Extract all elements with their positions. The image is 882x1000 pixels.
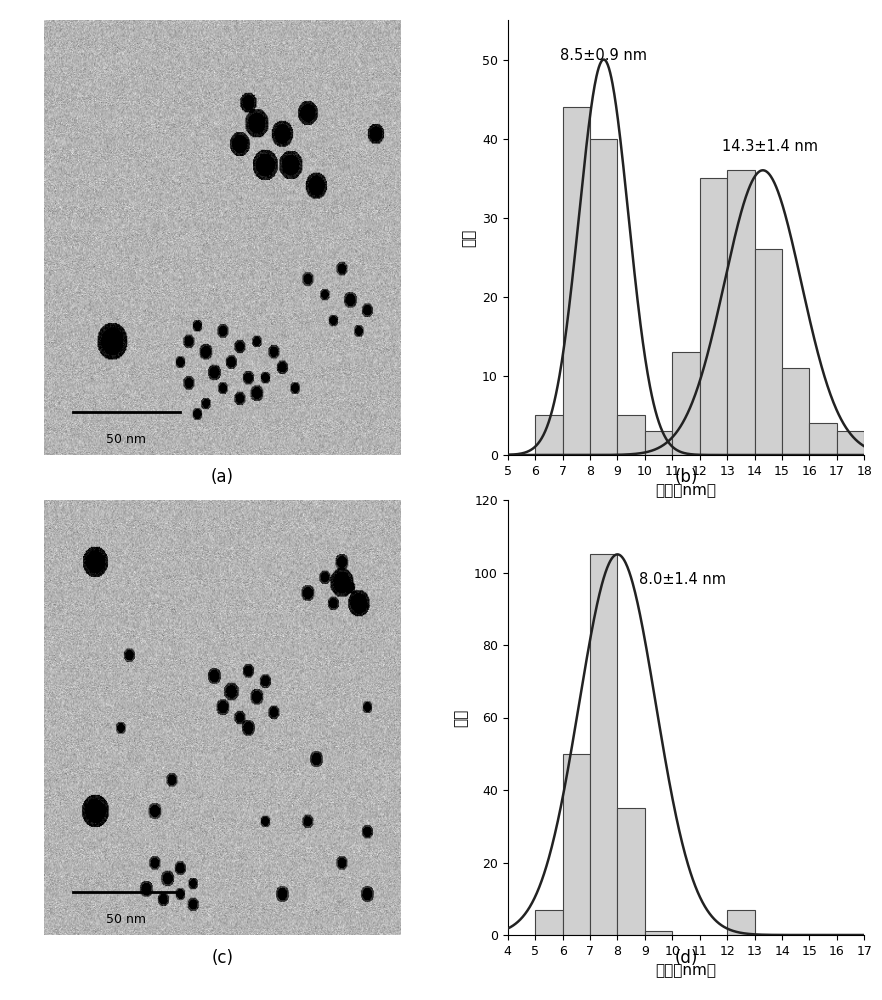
Bar (590, 139, 617, 455)
Y-axis label: 个数: 个数 (461, 228, 476, 247)
Bar (699, 178, 727, 455)
Bar (563, 754, 590, 935)
Y-axis label: 个数: 个数 (453, 708, 468, 727)
Text: (a): (a) (211, 468, 234, 487)
Bar (563, 107, 590, 455)
Bar (727, 910, 755, 935)
Bar (645, 931, 672, 935)
Bar (810, 423, 837, 455)
X-axis label: 粒径（nm）: 粒径（nm） (655, 483, 716, 498)
Text: 8.0±1.4 nm: 8.0±1.4 nm (639, 572, 727, 587)
Text: (c): (c) (212, 949, 234, 966)
Bar (727, 170, 755, 455)
Bar (535, 910, 563, 935)
Bar (617, 415, 645, 455)
Bar (837, 431, 864, 455)
Text: (b): (b) (675, 468, 698, 487)
Bar (782, 368, 810, 455)
Bar (755, 249, 782, 455)
Bar (617, 808, 645, 935)
Bar (672, 352, 699, 455)
Text: (d): (d) (675, 949, 698, 966)
X-axis label: 粒径（nm）: 粒径（nm） (655, 963, 716, 978)
Bar (645, 431, 672, 455)
Bar (535, 415, 563, 455)
Text: 8.5±0.9 nm: 8.5±0.9 nm (560, 48, 647, 63)
Text: 50 nm: 50 nm (106, 433, 146, 446)
Text: 14.3±1.4 nm: 14.3±1.4 nm (721, 139, 818, 154)
Text: 50 nm: 50 nm (106, 913, 146, 926)
Bar (590, 554, 617, 935)
